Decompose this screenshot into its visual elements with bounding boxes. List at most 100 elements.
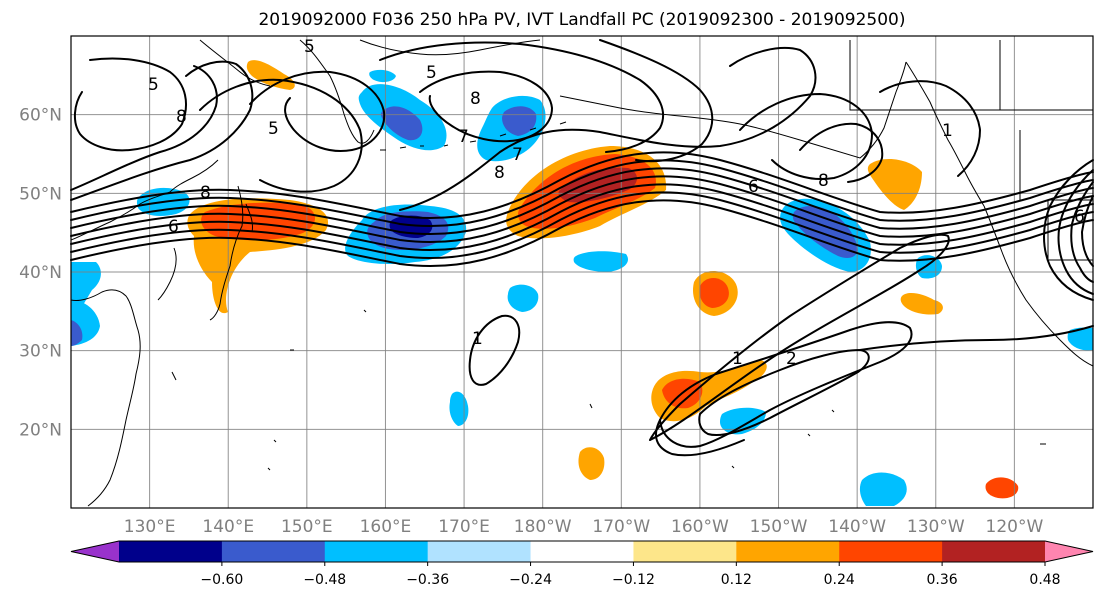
map-gridlines (71, 36, 1093, 508)
contour-label: 1 (472, 329, 483, 349)
colorbar-segments (70, 540, 1094, 563)
longitude-tick-label: 120°W (986, 517, 1044, 537)
contour-label: 7 (512, 145, 523, 165)
colorbar-segment (530, 541, 634, 562)
negative-anomaly-175w (573, 251, 628, 272)
pv-contour-14 (599, 39, 714, 163)
contour-label: 8 (470, 89, 481, 109)
contour-label: 5 (148, 75, 159, 95)
colorbar-segment (119, 541, 223, 562)
colorbar-segment (633, 541, 737, 562)
positive-anomaly-alaska (867, 158, 922, 210)
colorbar-tick-label: 0.48 (1029, 572, 1060, 588)
pv-contour-16 (799, 122, 884, 183)
colorbar-extend-high (1045, 541, 1093, 562)
contour-label: 5 (268, 119, 279, 139)
longitude-tick-label: 140°W (828, 517, 886, 537)
positive-anomaly-130w (900, 293, 943, 315)
pv-contour-6 (70, 159, 1094, 227)
colorbar-segment (736, 541, 840, 562)
pv-contour-east-long (859, 325, 1094, 351)
contour-label: 7 (458, 127, 469, 147)
colorbar-segment (427, 541, 532, 562)
latitude-tick-label: 40°N (19, 263, 62, 283)
pv-contour-1-subtropical (659, 321, 913, 448)
pv-contour-5 (70, 199, 1094, 267)
pv-contour-17 (879, 80, 981, 177)
pv-contour-1-loop (468, 314, 521, 386)
korea-coastline (157, 247, 177, 301)
contour-label: 1 (732, 349, 743, 369)
asia-coastline (70, 159, 219, 507)
negative-anomaly-east-edge (1067, 327, 1093, 351)
pv-contour-2 (70, 175, 1094, 243)
negative-anomaly-140w-south (859, 472, 907, 506)
longitude-tick-label: 150°W (750, 517, 808, 537)
pv-contour-21 (1081, 195, 1094, 267)
pacific-islands (171, 309, 1046, 471)
negative-anomaly-150w-south (720, 407, 766, 435)
colorbar-segment (221, 541, 326, 562)
contour-label: 6 (748, 177, 759, 197)
longitude-tick-label: 170°E (438, 517, 490, 537)
pv-contour-1 (70, 167, 1094, 235)
map-frame (70, 35, 1094, 509)
map-panel: 5 5 8 8 6 8 7 8 6 5 8 7 1 1 2 1 6 5 (70, 35, 1094, 509)
colorbar-tick-label: −0.60 (200, 572, 243, 588)
contour-label: 2 (786, 349, 797, 369)
colorbar-extend-low (71, 541, 119, 562)
longitude-tick-label: 160°E (360, 517, 412, 537)
coastlines (70, 39, 1094, 507)
positive-anomaly-kamchatka (246, 60, 295, 90)
contour-label: 5 (304, 37, 315, 57)
latitude-tick-label: 60°N (19, 106, 62, 126)
colorbar-tick-label: −0.36 (406, 572, 449, 588)
negative-anomaly-west-edge-core (71, 320, 83, 346)
negative-anomaly-175e (507, 284, 539, 312)
negative-anomaly-bering-core (502, 106, 537, 136)
colorbar: −0.60 −0.48 −0.36 −0.24 −0.12 0.12 0.24 0.36 0.4… (70, 540, 1094, 588)
negative-anomaly-140w-core (792, 206, 858, 258)
colorbar-segment (324, 541, 429, 562)
pv-contour-13 (379, 41, 665, 153)
contour-label: 8 (176, 107, 187, 127)
latitude-labels: 20°N 30°N 40°N 50°N 60°N (19, 106, 62, 441)
longitude-tick-label: 160°W (671, 517, 729, 537)
longitude-labels: 130°E 140°E 150°E 160°E 170°E 180°W 170°W 160°W… (124, 517, 1044, 537)
pv-contour-1-south-arc (655, 419, 745, 457)
pv-contour-15 (739, 93, 873, 180)
colorbar-tick-label: −0.24 (509, 572, 552, 588)
pv-contour-3 (70, 183, 1094, 251)
negative-anomaly-sea-of-okhotsk-north (369, 69, 396, 83)
pv-contour-4 (70, 191, 1094, 259)
pv-contour-2-subtropical (698, 349, 870, 436)
contour-label: 6 (168, 217, 179, 237)
contour-label: 8 (200, 183, 211, 203)
colorbar-tick-label: 0.12 (721, 572, 752, 588)
pv-contour-1-long (649, 233, 950, 441)
alaska-coastline (559, 61, 985, 207)
colorbar-tick-label: 0.24 (824, 572, 855, 588)
contour-label: 8 (818, 171, 829, 191)
aleutian-islands (380, 121, 567, 151)
contour-label: 5 (426, 63, 437, 83)
longitude-tick-label: 130°E (124, 517, 176, 537)
colorbar-tick-label: −0.48 (303, 572, 346, 588)
latitude-tick-label: 20°N (19, 420, 62, 440)
longitude-tick-label: 180°W (514, 517, 572, 537)
longitude-tick-label: 150°E (281, 517, 333, 537)
longitude-tick-label: 130°W (907, 517, 965, 537)
pv-contours (70, 39, 1094, 457)
positive-anomaly-20n (578, 447, 605, 480)
contour-label: 8 (494, 163, 505, 183)
pv-contour-18 (1043, 159, 1094, 301)
colorbar-ticks: −0.60 −0.48 −0.36 −0.24 −0.12 0.12 0.24 0.36 0.4… (200, 562, 1061, 588)
longitude-tick-label: 170°W (592, 517, 650, 537)
pv-contour-20 (1070, 181, 1094, 283)
contour-labels: 5 5 8 8 6 8 7 8 6 5 8 7 1 1 2 1 6 5 (148, 37, 1085, 369)
pv-contour-9 (70, 57, 218, 191)
longitude-tick-label: 140°E (202, 517, 254, 537)
latitude-tick-label: 30°N (19, 342, 62, 362)
pv-contour-12 (419, 70, 553, 143)
